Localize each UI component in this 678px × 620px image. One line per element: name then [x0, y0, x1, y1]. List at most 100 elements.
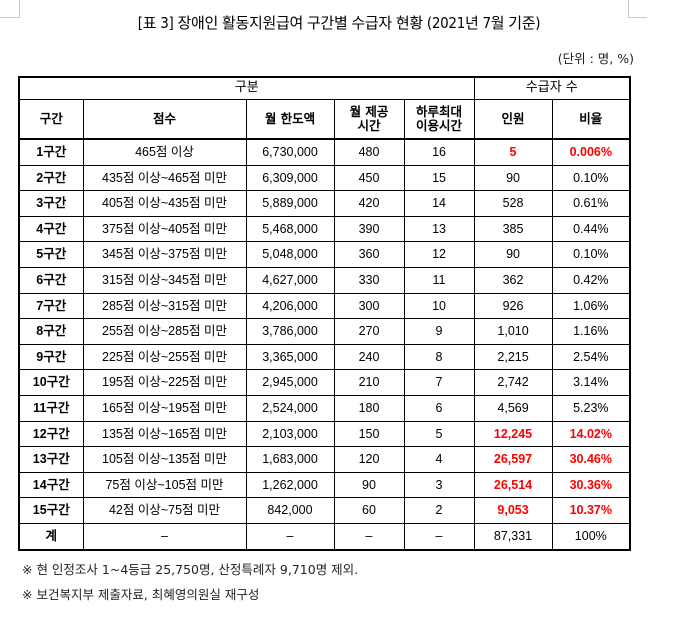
- daily-max-cell: 9: [403, 318, 475, 345]
- score-cell: 105점 이상~135점 미만: [82, 446, 247, 473]
- header-recipients: 수급자 수: [473, 76, 631, 100]
- header-ratio: 비율: [551, 99, 631, 140]
- table-row: 13구간 105점 이상~135점 미만 1,683,000 120 4 26,597 30…: [18, 446, 631, 473]
- band-cell: 15구간: [18, 497, 84, 524]
- monthly-limit-cell: 842,000: [245, 497, 335, 524]
- monthly-hours-cell: 180: [333, 394, 405, 422]
- count-cell: 90: [473, 241, 553, 268]
- band-cell: 9구간: [18, 343, 84, 371]
- count-cell: 26,514: [473, 471, 553, 499]
- daily-max-cell: 5: [403, 420, 475, 448]
- header-band: 구간: [18, 99, 84, 140]
- monthly-limit-cell: 3,786,000: [245, 318, 335, 345]
- count-cell: 2,215: [473, 343, 553, 371]
- monthly-limit-cell: 5,048,000: [245, 241, 335, 268]
- band-cell: 14구간: [18, 471, 84, 499]
- score-cell: 315점 이상~345점 미만: [82, 266, 247, 294]
- total-row: 계 – – – –87,331 100%: [18, 522, 631, 551]
- daily-max-cell: 6: [403, 394, 475, 422]
- score-cell: 465점 이상: [82, 138, 247, 166]
- band-cell: 13구간: [18, 446, 84, 473]
- monthly-hours-cell: 240: [333, 343, 405, 371]
- monthly-limit-cell: 4,206,000: [245, 292, 335, 320]
- daily-max-cell: 14: [403, 190, 475, 217]
- count-cell: 12,245: [473, 420, 553, 448]
- table-row: 10구간 195점 이상~225점 미만 2,945,000 210 7 2,742 3.1…: [18, 369, 631, 396]
- band-cell: 2구간: [18, 164, 84, 192]
- table-row: 14구간 75점 이상~105점 미만 1,262,000 90 3 26,514 30.3…: [18, 471, 631, 499]
- table-row: 3구간 405점 이상~435점 미만 5,889,000 420 14 528 0.61%: [18, 190, 631, 217]
- ratio-cell: 14.02%: [551, 420, 631, 448]
- daily-max-cell: 4: [403, 446, 475, 473]
- page-corner-mark-right: [628, 0, 647, 18]
- band-cell: 3구간: [18, 190, 84, 217]
- table-row: 5구간 345점 이상~375점 미만 5,048,000 360 12 90 0.10%: [18, 241, 631, 268]
- monthly-hours-cell: 210: [333, 369, 405, 396]
- table-row: 4구간 375점 이상~405점 미만 5,468,000 390 13 385 0.44%: [18, 215, 631, 243]
- daily-max-cell: 15: [403, 164, 475, 192]
- monthly-limit-cell: 2,945,000: [245, 369, 335, 396]
- monthly-limit-cell: 2,524,000: [245, 394, 335, 422]
- daily-max-cell: 16: [403, 138, 475, 166]
- table-body: 1구간 465점 이상 6,730,000 480 16 5 0.006% 2구간 435점 이…: [18, 138, 631, 551]
- ratio-cell: 30.46%: [551, 446, 631, 473]
- table-row: 1구간 465점 이상 6,730,000 480 16 5 0.006%: [18, 138, 631, 166]
- header-daily-max: 하루최대 이용시간: [403, 99, 475, 140]
- ratio-cell: 10.37%: [551, 497, 631, 524]
- monthly-hours-cell: –: [333, 522, 405, 551]
- ratio-cell: 5.23%: [551, 394, 631, 422]
- daily-max-cell: 11: [403, 266, 475, 294]
- band-cell: 12구간: [18, 420, 84, 448]
- header-monthly-limit: 월 한도액: [245, 99, 335, 140]
- score-cell: 435점 이상~465점 미만: [82, 164, 247, 192]
- count-cell: 385: [473, 215, 553, 243]
- band-cell: 6구간: [18, 266, 84, 294]
- ratio-cell: 0.61%: [551, 190, 631, 217]
- table-row: 12구간 135점 이상~165점 미만 2,103,000 150 5 12,245 14…: [18, 420, 631, 448]
- daily-max-cell: 3: [403, 471, 475, 499]
- score-cell: 255점 이상~285점 미만: [82, 318, 247, 345]
- monthly-hours-cell: 450: [333, 164, 405, 192]
- table-title: [표 3] 장애인 활동지원급여 구간별 수급자 현황 (2021년 7월 기준…: [137, 14, 541, 32]
- ratio-cell: 0.006%: [551, 138, 631, 166]
- ratio-cell: 2.54%: [551, 343, 631, 371]
- ratio-cell: 1.06%: [551, 292, 631, 320]
- header-score: 점수: [82, 99, 247, 140]
- band-cell: 7구간: [18, 292, 84, 320]
- ratio-cell: 0.10%: [551, 164, 631, 192]
- header-monthly-hours-line1: 월 제공: [349, 103, 389, 119]
- count-cell: 4,569: [473, 394, 553, 422]
- recipients-table: 구분 수급자 수 구간 점수 월 한도액 월 제공 시간 하루최대 이용시간 인…: [18, 76, 632, 551]
- table-row: 7구간 285점 이상~315점 미만 4,206,000 300 10 926 1.06%: [18, 292, 631, 320]
- monthly-hours-cell: 90: [333, 471, 405, 499]
- monthly-hours-cell: 60: [333, 497, 405, 524]
- table-row: 9구간 225점 이상~255점 미만 3,365,000 240 8 2,215 2.54…: [18, 343, 631, 371]
- monthly-hours-cell: 120: [333, 446, 405, 473]
- band-cell: 1구간: [18, 138, 84, 166]
- monthly-hours-cell: 480: [333, 138, 405, 166]
- table-row: 2구간 435점 이상~465점 미만 6,309,000 450 15 90 0.10%: [18, 164, 631, 192]
- count-cell: 90: [473, 164, 553, 192]
- ratio-cell: 100%: [551, 522, 631, 551]
- ratio-cell: 0.44%: [551, 215, 631, 243]
- table-row: 11구간 165점 이상~195점 미만 2,524,000 180 6 4,569 5.2…: [18, 394, 631, 422]
- table-row: 6구간 315점 이상~345점 미만 4,627,000 330 11 362 0.42%: [18, 266, 631, 294]
- score-cell: 345점 이상~375점 미만: [82, 241, 247, 268]
- count-cell: 362: [473, 266, 553, 294]
- count-cell: 528: [473, 190, 553, 217]
- count-cell: 926: [473, 292, 553, 320]
- score-cell: 375점 이상~405점 미만: [82, 215, 247, 243]
- band-cell: 5구간: [18, 241, 84, 268]
- monthly-limit-cell: 6,730,000: [245, 138, 335, 166]
- count-cell: 2,742: [473, 369, 553, 396]
- monthly-limit-cell: 4,627,000: [245, 266, 335, 294]
- header-count: 인원: [473, 99, 553, 140]
- score-cell: 225점 이상~255점 미만: [82, 343, 247, 371]
- header-daily-max-line2: 이용시간: [416, 118, 463, 133]
- count-cell: 87,331: [473, 522, 553, 551]
- footnote-exclusion: ※ 현 인정조사 1~4등급 25,750명, 산정특례자 9,710명 제외.: [22, 562, 359, 577]
- table-row: 15구간 42점 이상~75점 미만 842,000 60 2 9,053 10.37%: [18, 497, 631, 524]
- footnote-source: ※ 보건복지부 제출자료, 최혜영의원실 재구성: [22, 587, 260, 602]
- monthly-limit-cell: 2,103,000: [245, 420, 335, 448]
- daily-max-cell: 7: [403, 369, 475, 396]
